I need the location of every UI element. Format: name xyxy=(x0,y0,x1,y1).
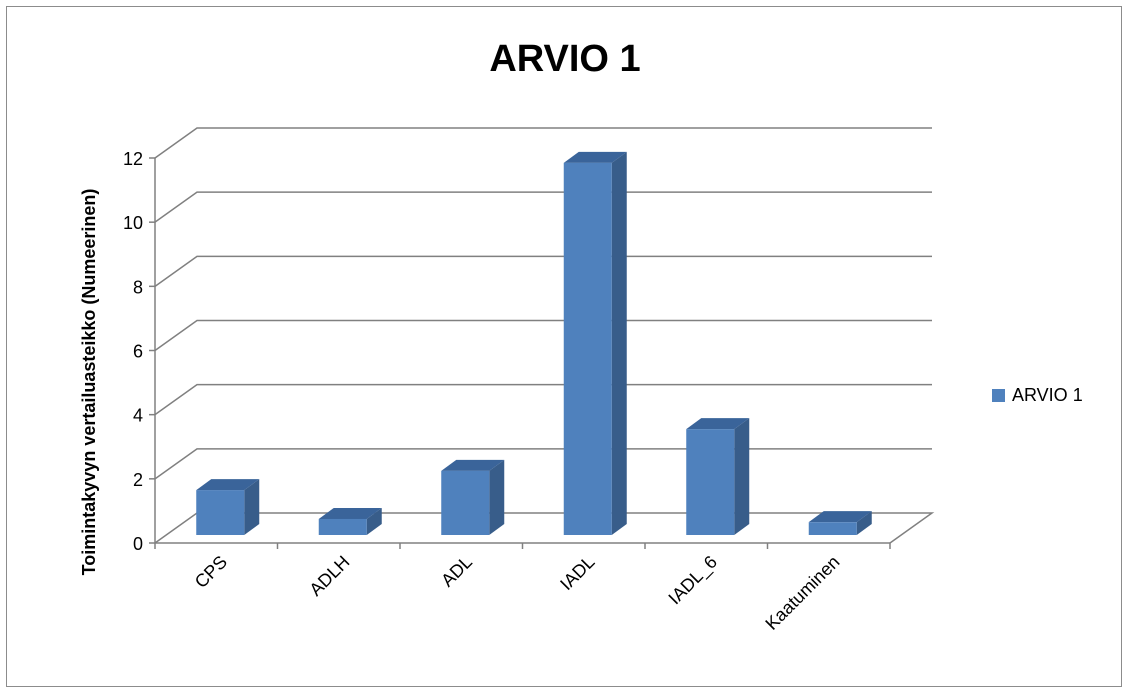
chart-title: ARVIO 1 xyxy=(489,38,641,80)
axes xyxy=(149,157,891,549)
gridline xyxy=(154,127,932,159)
bar-front xyxy=(808,522,857,535)
gridline xyxy=(154,255,932,287)
gridline-path xyxy=(154,448,932,480)
bar-front xyxy=(196,490,245,535)
bar-side xyxy=(856,511,872,535)
y-tick-labels: 0 2 4 6 8 10 12 xyxy=(123,149,143,554)
legend: ARVIO 1 xyxy=(992,385,1083,406)
gridline xyxy=(154,383,932,416)
y-tick-label: 10 xyxy=(123,213,143,233)
bar-adl xyxy=(441,459,505,535)
bar-top xyxy=(318,507,382,519)
gridline xyxy=(154,448,932,480)
y-tick-label: 2 xyxy=(133,470,143,490)
bar-front xyxy=(441,470,490,535)
gridline-path xyxy=(154,191,932,223)
legend-swatch xyxy=(992,389,1005,402)
x-tick-label: ADLH xyxy=(305,552,353,600)
bar-top xyxy=(563,151,627,163)
bar-side xyxy=(611,151,627,536)
bar-top xyxy=(808,511,872,523)
bar-side xyxy=(366,507,382,535)
y-tick-label: 6 xyxy=(133,342,143,362)
gridline xyxy=(154,319,932,352)
x-tick-label: IADL_6 xyxy=(664,552,721,609)
gridline xyxy=(154,191,932,223)
x-tick-label: Kaatuminen xyxy=(761,552,843,634)
gridline-path xyxy=(154,255,932,287)
bar-iadl xyxy=(563,151,627,536)
gridlines xyxy=(154,127,935,544)
bar-side xyxy=(244,479,260,535)
bar-cps xyxy=(196,479,260,535)
gridline-path xyxy=(154,383,932,416)
bar-adlh xyxy=(318,507,382,535)
gridline-path xyxy=(154,127,932,159)
y-tick-label: 4 xyxy=(133,406,143,426)
y-tick-label: 8 xyxy=(133,277,143,297)
x-tick-label: CPS xyxy=(191,552,231,592)
bar-front xyxy=(686,429,735,535)
y-axis-label: Toimintakyvyn vertailuasteikko (Numeerin… xyxy=(79,189,99,576)
bars xyxy=(196,151,872,536)
bar-kaatuminen xyxy=(808,511,872,535)
bar-top xyxy=(686,418,750,430)
bar-front xyxy=(563,162,612,536)
y-tick-label: 12 xyxy=(123,149,143,169)
bar-side xyxy=(489,459,505,535)
y-tick-label: 0 xyxy=(133,534,143,554)
gridline-path xyxy=(154,319,932,352)
bar-side xyxy=(734,418,750,535)
bar-front xyxy=(318,518,367,535)
x-tick-label: IADL xyxy=(556,552,598,594)
bar-iadl-6 xyxy=(686,418,750,535)
bar-top xyxy=(196,479,260,491)
legend-label: ARVIO 1 xyxy=(1012,385,1083,405)
x-tick-labels: CPS ADLH ADL IADL IADL_6 Kaatuminen xyxy=(191,552,844,634)
x-tick-label: ADL xyxy=(437,552,476,591)
bar-top xyxy=(441,459,505,471)
